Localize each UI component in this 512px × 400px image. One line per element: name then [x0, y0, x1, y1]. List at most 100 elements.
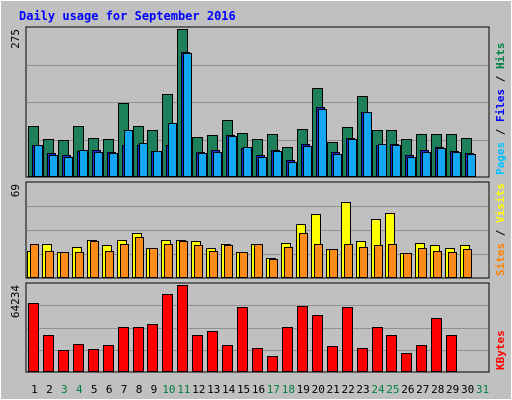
bar-kbytes-day-24 — [372, 327, 383, 372]
legend-pages: Pages — [494, 142, 507, 175]
panel-visits-max-label: 69 — [9, 184, 22, 197]
bar-sites-day-16 — [254, 244, 263, 278]
panel-traffic-legend: Pages / Files / Hits — [494, 43, 507, 176]
bar-kbytes-day-12 — [192, 335, 203, 372]
legend-separator: / — [494, 122, 507, 142]
bar-kbytes-day-13 — [207, 331, 218, 372]
x-label-day-25: 25 — [386, 383, 399, 396]
bar-sites-day-1 — [30, 244, 39, 278]
series-kbytes — [28, 285, 457, 372]
bar-sites-day-23 — [359, 247, 368, 278]
bar-sites-day-24 — [374, 245, 383, 278]
x-label-day-3: 3 — [61, 383, 68, 396]
bar-sites-day-13 — [209, 251, 218, 278]
legend-sites: Sites — [494, 243, 507, 276]
bar-pages-day-4 — [79, 150, 88, 177]
bar-kbytes-day-26 — [401, 353, 412, 372]
bar-pages-day-22 — [348, 139, 357, 177]
bar-sites-day-29 — [448, 252, 457, 278]
bar-pages-day-11 — [183, 53, 192, 177]
bar-pages-day-30 — [467, 154, 476, 177]
legend-separator: / — [494, 223, 507, 243]
bar-sites-day-6 — [105, 251, 114, 278]
bar-sites-day-21 — [329, 249, 338, 278]
bar-pages-day-27 — [422, 152, 431, 177]
bar-pages-day-17 — [273, 151, 282, 177]
bar-sites-day-25 — [388, 244, 397, 278]
bar-kbytes-day-7 — [118, 327, 129, 372]
bar-kbytes-day-6 — [103, 345, 114, 372]
bar-sites-day-10 — [164, 244, 173, 278]
panel-kbytes-legend: KBytes — [494, 330, 507, 370]
bar-pages-day-16 — [258, 157, 267, 177]
panel-visits-legend: Sites / Visits — [494, 183, 507, 276]
bar-pages-day-26 — [407, 157, 416, 177]
x-label-day-29: 29 — [446, 383, 459, 396]
panel-kbytes: 64234 KBytes — [9, 282, 507, 373]
bar-pages-day-15 — [243, 147, 252, 177]
bar-kbytes-day-27 — [416, 345, 427, 372]
x-label-day-13: 13 — [207, 383, 220, 396]
legend-hits: Hits — [494, 43, 507, 70]
x-label-day-28: 28 — [431, 383, 444, 396]
bar-pages-day-1 — [34, 145, 43, 177]
x-label-day-24: 24 — [371, 383, 385, 396]
bar-pages-day-21 — [333, 154, 342, 177]
bar-sites-day-7 — [120, 244, 129, 278]
bar-kbytes-day-28 — [431, 318, 442, 372]
bar-pages-day-9 — [153, 151, 162, 177]
panel-traffic: 275 Pages / Files / Hits — [9, 26, 507, 178]
bar-kbytes-day-29 — [446, 335, 457, 372]
bar-kbytes-day-8 — [133, 327, 144, 372]
x-label-day-6: 6 — [106, 383, 113, 396]
bar-pages-day-25 — [392, 145, 401, 177]
bar-pages-day-10 — [168, 123, 177, 177]
bar-sites-day-8 — [135, 237, 144, 278]
x-label-day-31: 31 — [476, 383, 489, 396]
x-label-day-22: 22 — [341, 383, 354, 396]
panel-kbytes-legend-text: KBytes — [494, 330, 507, 370]
bar-sites-day-3 — [60, 252, 69, 278]
bar-kbytes-day-25 — [386, 335, 397, 372]
legend-files: Files — [494, 89, 507, 122]
bar-kbytes-day-18 — [282, 327, 293, 372]
bar-kbytes-day-23 — [357, 348, 368, 372]
bar-kbytes-day-17 — [267, 356, 278, 372]
bar-kbytes-day-11 — [177, 285, 188, 372]
x-label-day-26: 26 — [401, 383, 414, 396]
bar-sites-day-19 — [299, 233, 308, 278]
bar-kbytes-day-14 — [222, 345, 233, 372]
bar-kbytes-day-2 — [43, 335, 54, 372]
bar-sites-day-28 — [433, 251, 442, 278]
bar-pages-day-29 — [452, 152, 461, 177]
x-label-day-27: 27 — [416, 383, 429, 396]
bar-pages-day-28 — [437, 148, 446, 177]
bar-kbytes-day-10 — [162, 294, 173, 372]
bar-pages-day-12 — [198, 153, 207, 177]
series-sites — [30, 233, 472, 278]
bar-sites-day-11 — [179, 241, 188, 278]
legend-kbytes: KBytes — [494, 330, 507, 370]
bar-sites-day-17 — [269, 259, 278, 278]
panel-visits-legend-text: Sites / Visits — [494, 183, 507, 276]
bar-kbytes-day-5 — [88, 349, 99, 372]
x-label-day-2: 2 — [46, 383, 53, 396]
series-pages — [34, 53, 476, 177]
x-label-day-23: 23 — [356, 383, 369, 396]
x-label-day-8: 8 — [136, 383, 143, 396]
bar-pages-day-23 — [363, 112, 372, 177]
x-label-day-15: 15 — [237, 383, 250, 396]
x-label-day-14: 14 — [222, 383, 236, 396]
bar-pages-day-3 — [64, 157, 73, 177]
bar-kbytes-day-19 — [297, 306, 308, 372]
bar-kbytes-day-20 — [312, 315, 323, 372]
x-label-day-5: 5 — [91, 383, 98, 396]
legend-separator: / — [494, 69, 507, 89]
x-label-day-7: 7 — [121, 383, 128, 396]
bar-pages-day-14 — [228, 136, 237, 177]
bar-pages-day-2 — [49, 155, 58, 177]
x-label-day-30: 30 — [461, 383, 474, 396]
